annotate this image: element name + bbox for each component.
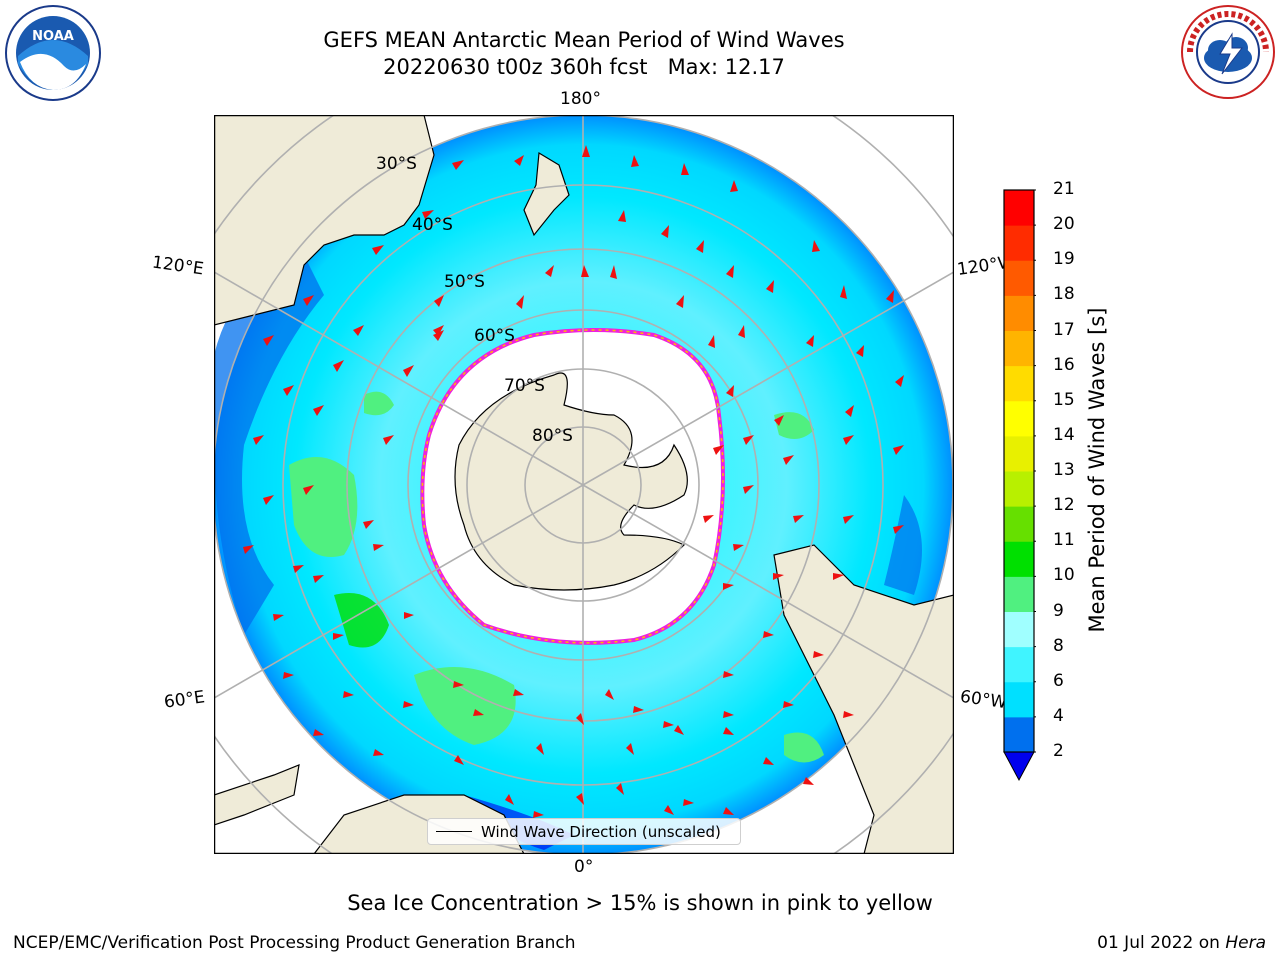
colorbar-segment <box>1004 295 1034 331</box>
lat-label-70s: 70°S <box>504 376 545 396</box>
legend-label: Wind Wave Direction (unscaled) <box>481 822 721 841</box>
lat-label-40s: 40°S <box>412 215 453 235</box>
colorbar-segment <box>1004 225 1034 261</box>
map-legend: Wind Wave Direction (unscaled) <box>427 818 741 845</box>
colorbar-tick-label: 14 <box>1053 424 1075 445</box>
wind-wave-arrows <box>243 145 904 818</box>
graticule <box>214 115 954 854</box>
colorbar-tick-label: 10 <box>1053 565 1075 586</box>
lon-label-120e: 120°E <box>150 252 205 280</box>
footer-credit: NCEP/EMC/Verification Post Processing Pr… <box>13 933 576 953</box>
antarctica-land <box>454 372 688 591</box>
colorbar-tick-label: 4 <box>1053 705 1064 726</box>
colorbar-tick-label: 8 <box>1053 635 1064 656</box>
colorbar-label: Mean Period of Wind Waves [s] <box>1085 307 1109 633</box>
wave-period-patch <box>289 457 358 557</box>
noaa-logo-icon: NOAA <box>5 5 101 101</box>
colorbar-segment <box>1004 716 1034 753</box>
lon-label-0: 0° <box>574 857 594 877</box>
colorbar-segment <box>1004 190 1034 226</box>
colorbar-tick-label: 12 <box>1053 495 1075 516</box>
lon-label-60e: 60°E <box>162 687 207 713</box>
colorbar-tick-label: 2 <box>1053 741 1064 761</box>
colorbar-segment <box>1004 541 1034 577</box>
lon-label-180: 180° <box>560 89 601 109</box>
colorbar-tick-label: 11 <box>1053 530 1075 551</box>
lat-label-50s: 50°S <box>444 272 485 292</box>
lon-label-60w: 60°W <box>958 686 1009 714</box>
colorbar-tick-label: 6 <box>1053 670 1064 691</box>
colorbar-tick-label: 18 <box>1053 284 1075 305</box>
footer-date: 01 Jul 2022 on Hera <box>1097 933 1266 953</box>
colorbar-segment <box>1004 330 1034 367</box>
colorbar-segment <box>1004 681 1034 718</box>
colorbar-tick-label: 17 <box>1053 319 1075 340</box>
madagascar-land <box>214 764 300 826</box>
colorbar-segment <box>1004 576 1034 612</box>
colorbar <box>1003 189 1036 782</box>
colorbar-tick-label: 19 <box>1053 249 1075 270</box>
legend-line-icon <box>436 831 472 832</box>
noaa-logo-text: NOAA <box>32 29 74 44</box>
south-america-land <box>773 544 954 854</box>
colorbar-segment <box>1004 260 1034 296</box>
colorbar-segment <box>1004 646 1034 683</box>
nws-logo-icon <box>1181 5 1275 99</box>
sea-ice-note: Sea Ice Concentration > 15% is shown in … <box>347 891 933 915</box>
latitude-labels: 30°S 40°S 50°S 60°S 70°S 80°S <box>376 154 573 446</box>
map-title: GEFS MEAN Antarctic Mean Period of Wind … <box>323 28 845 52</box>
colorbar-tick-label: 13 <box>1053 460 1075 480</box>
colorbar-segment <box>1004 365 1034 402</box>
footer-date-text: 01 Jul 2022 on <box>1097 933 1226 953</box>
colorbar-segment <box>1004 400 1034 437</box>
colorbar-tick-label: 9 <box>1053 600 1064 621</box>
colorbar-tick-label: 16 <box>1053 354 1075 375</box>
lat-label-30s: 30°S <box>376 154 417 174</box>
colorbar-tick-label: 21 <box>1053 179 1075 199</box>
colorbar-segment <box>1004 611 1034 648</box>
polar-map: 30°S 40°S 50°S 60°S 70°S 80°S <box>214 115 954 854</box>
colorbar-tick-label: 20 <box>1053 214 1075 235</box>
colorbar-segment <box>1004 435 1034 472</box>
colorbar-tick-label: 15 <box>1053 389 1075 410</box>
colorbar-segment <box>1004 506 1034 542</box>
map-subtitle-forecast: 20220630 t00z 360h fcst Max: 12.17 <box>383 55 785 79</box>
lat-label-60s: 60°S <box>474 326 515 346</box>
colorbar-under-arrow <box>1003 751 1035 782</box>
footer-host: Hera <box>1225 933 1266 953</box>
colorbar-segment <box>1004 471 1034 507</box>
lat-label-80s: 80°S <box>532 426 573 446</box>
